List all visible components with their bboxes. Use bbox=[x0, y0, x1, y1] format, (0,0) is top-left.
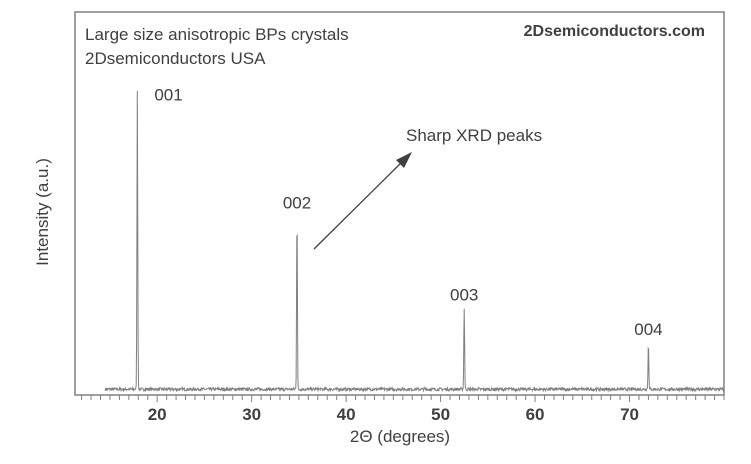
description-line-1: Large size anisotropic BPs crystals bbox=[85, 25, 349, 44]
x-tick-label: 30 bbox=[242, 405, 261, 424]
peak-label-003: 003 bbox=[450, 286, 478, 305]
peak-labels: 001 002 003 004 bbox=[154, 85, 662, 339]
x-tick-label: 50 bbox=[431, 405, 450, 424]
peak-label-001: 001 bbox=[154, 85, 182, 104]
x-axis-label: 2Θ (degrees) bbox=[350, 427, 450, 446]
arrow-annotation-text: Sharp XRD peaks bbox=[406, 126, 542, 145]
xrd-trace bbox=[104, 90, 725, 393]
peak-label-004: 004 bbox=[634, 320, 662, 339]
x-axis-tick-labels: 20 30 40 50 60 70 bbox=[148, 405, 639, 424]
plot-frame bbox=[74, 11, 725, 396]
y-axis-label: Intensity (a.u.) bbox=[33, 158, 52, 266]
x-tick-label: 60 bbox=[526, 405, 545, 424]
x-tick-label: 40 bbox=[337, 405, 356, 424]
brand-label: 2Dsemiconductors.com bbox=[524, 23, 705, 40]
description-line-2: 2Dsemiconductors USA bbox=[85, 49, 266, 68]
x-tick-label: 20 bbox=[148, 405, 167, 424]
x-axis-ticks bbox=[81, 395, 725, 402]
x-tick-label: 70 bbox=[620, 405, 639, 424]
arrow-annotation bbox=[313, 152, 412, 250]
peak-label-002: 002 bbox=[283, 194, 311, 213]
